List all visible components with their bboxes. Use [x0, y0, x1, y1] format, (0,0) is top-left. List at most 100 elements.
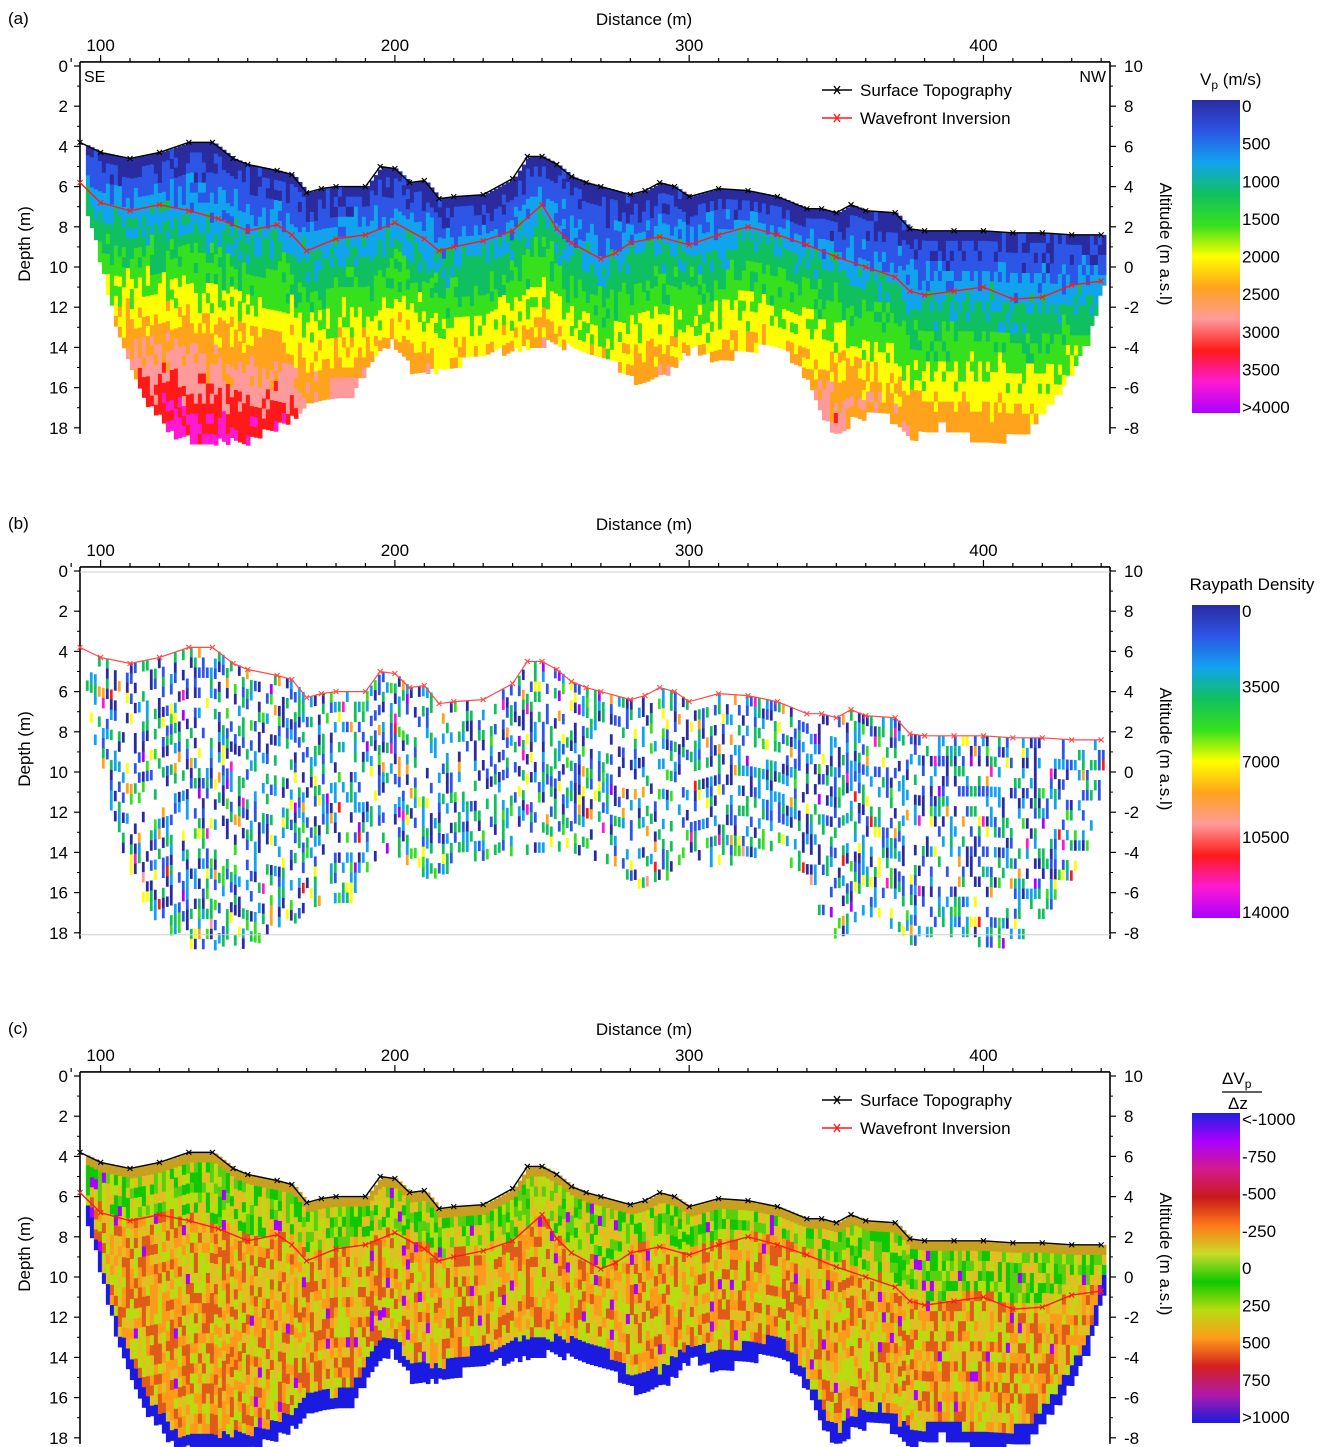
velocity-cell	[129, 268, 135, 280]
velocity-cell	[753, 201, 759, 213]
velocity-cell	[465, 316, 471, 328]
velocity-cell	[469, 336, 475, 347]
velocity-cell	[577, 289, 583, 301]
velocity-cell	[857, 408, 863, 420]
velocity-cell	[493, 289, 499, 300]
velocity-cell	[485, 193, 491, 204]
velocity-cell	[505, 312, 511, 324]
velocity-cell	[737, 210, 743, 221]
velocity-cell	[245, 183, 251, 195]
velocity-cell	[237, 351, 243, 363]
velocity-cell	[849, 406, 855, 417]
velocity-cell	[321, 198, 327, 210]
velocity-cell	[805, 369, 811, 380]
velocity-cell	[989, 301, 995, 313]
velocity-cell	[429, 267, 435, 279]
velocity-cell	[1057, 274, 1063, 285]
velocity-cell	[977, 421, 983, 433]
velocity-cell	[177, 417, 183, 429]
velocity-cell	[1077, 275, 1083, 286]
velocity-cell	[749, 281, 755, 293]
velocity-cell	[645, 220, 651, 231]
velocity-cell	[345, 337, 351, 348]
velocity-cell	[97, 211, 103, 223]
velocity-cell	[609, 279, 615, 291]
velocity-cell	[525, 198, 531, 210]
velocity-cell	[253, 256, 259, 267]
velocity-cell	[325, 298, 331, 310]
velocity-cell	[277, 180, 283, 192]
velocity-cell	[137, 347, 143, 359]
velocity-cell	[989, 361, 995, 373]
velocity-cell	[373, 205, 379, 216]
velocity-cell	[545, 168, 551, 180]
velocity-cell	[153, 384, 159, 396]
velocity-cell	[953, 381, 959, 393]
velocity-cell	[293, 176, 299, 188]
velocity-cell	[469, 306, 475, 317]
velocity-cell	[441, 208, 447, 219]
velocity-cell	[205, 182, 211, 194]
velocity-cell	[269, 380, 275, 391]
velocity-cell	[169, 299, 175, 311]
velocity-cell	[141, 246, 147, 258]
velocity-cell	[749, 291, 755, 303]
velocity-cell	[1093, 244, 1099, 256]
velocity-cell	[213, 244, 219, 255]
velocity-cell	[401, 265, 407, 277]
velocity-cell	[229, 336, 235, 348]
velocity-cell	[893, 383, 899, 395]
velocity-cell	[161, 221, 167, 233]
velocity-cell	[205, 293, 211, 304]
velocity-cell	[109, 264, 115, 276]
velocity-cell	[97, 161, 103, 172]
velocity-cell	[157, 293, 163, 305]
velocity-cell	[885, 302, 891, 314]
velocity-cell	[533, 327, 539, 338]
velocity-cell	[289, 374, 295, 386]
velocity-cell	[1033, 353, 1039, 365]
velocity-cell	[293, 337, 299, 349]
velocity-cell	[481, 194, 487, 206]
velocity-cell	[321, 258, 327, 270]
velocity-cell	[489, 271, 495, 283]
velocity-cell	[773, 266, 779, 277]
velocity-cell	[961, 371, 967, 383]
velocity-cell	[917, 380, 923, 392]
velocity-cell	[649, 258, 655, 269]
velocity-cell	[157, 303, 163, 315]
velocity-cell	[1073, 315, 1079, 326]
velocity-cell	[493, 339, 499, 351]
velocity-cell	[177, 266, 183, 278]
velocity-cell	[505, 182, 511, 193]
velocity-cell	[637, 343, 643, 354]
velocity-cell	[161, 161, 167, 173]
velocity-cell	[265, 329, 271, 340]
velocity-cell	[285, 233, 291, 244]
velocity-cell	[273, 179, 279, 191]
velocity-cell	[857, 267, 863, 279]
velocity-cell	[341, 277, 347, 288]
velocity-cell	[957, 341, 963, 353]
velocity-cell	[1025, 353, 1031, 365]
velocity-cell	[393, 188, 399, 200]
velocity-cell	[753, 242, 759, 253]
velocity-cell	[1061, 274, 1067, 286]
velocity-cell	[1053, 384, 1059, 396]
velocity-cell	[733, 239, 739, 251]
velocity-cell	[389, 288, 395, 300]
velocity-cell	[837, 302, 843, 313]
velocity-cell	[813, 238, 819, 250]
velocity-cell	[917, 239, 923, 251]
velocity-cell	[173, 378, 179, 390]
velocity-cell	[253, 246, 259, 257]
velocity-cell	[901, 350, 907, 362]
velocity-cell	[673, 206, 679, 218]
velocity-cell	[361, 367, 367, 379]
velocity-cell	[597, 256, 603, 267]
velocity-cell	[185, 274, 191, 285]
velocity-cell	[285, 404, 291, 415]
velocity-cell	[545, 289, 551, 300]
velocity-cell	[1069, 254, 1075, 266]
